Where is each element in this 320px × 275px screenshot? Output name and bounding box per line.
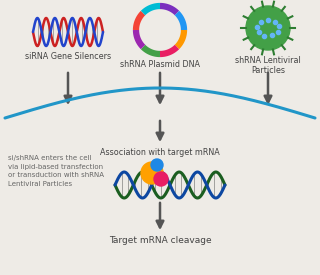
Circle shape — [141, 162, 163, 184]
Text: siRNA Gene Silencers: siRNA Gene Silencers — [25, 52, 111, 61]
Circle shape — [154, 172, 168, 186]
Text: Association with target mRNA: Association with target mRNA — [100, 148, 220, 157]
Text: Target mRNA cleavage: Target mRNA cleavage — [109, 236, 211, 245]
Circle shape — [246, 6, 290, 50]
Text: si/shRNA enters the cell
via lipid-based transfection
or transduction with shRNA: si/shRNA enters the cell via lipid-based… — [8, 155, 104, 186]
Text: shRNA Plasmid DNA: shRNA Plasmid DNA — [120, 60, 200, 69]
Text: shRNA Lentiviral
Particles: shRNA Lentiviral Particles — [235, 56, 301, 75]
Circle shape — [151, 159, 163, 171]
